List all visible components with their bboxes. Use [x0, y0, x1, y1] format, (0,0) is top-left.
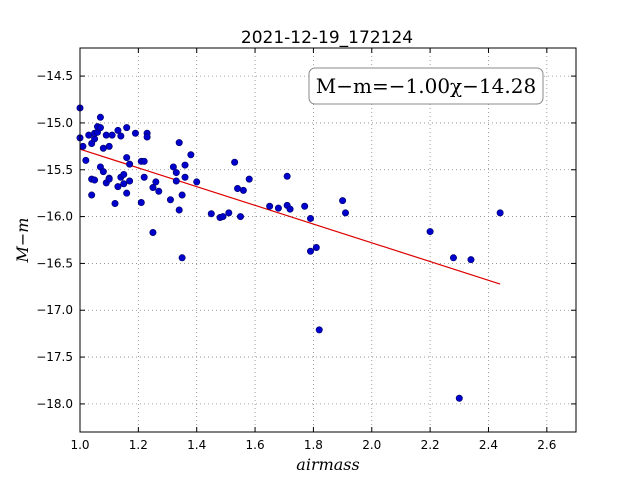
x-axis-label: airmass [296, 455, 359, 474]
data-point [152, 178, 160, 186]
y-tick-label: −15.5 [36, 163, 73, 177]
data-point [102, 131, 110, 139]
data-point [96, 113, 104, 121]
data-point [99, 168, 107, 176]
data-point [126, 177, 134, 185]
x-tick-label: 2.2 [421, 438, 440, 452]
ticks-layer: 1.0 1.2 1.4 1.6 1.8 2.0 2.2 2.4 2.6 −14.5 −15.0 −15… [36, 48, 576, 452]
y-tick-label: −15.0 [36, 116, 73, 130]
data-point [155, 187, 163, 195]
data-point [236, 213, 244, 221]
data-point [117, 132, 125, 140]
data-point [91, 176, 99, 184]
data-point [82, 156, 90, 164]
fit-line [79, 148, 501, 285]
x-tick-label: 2.6 [537, 438, 556, 452]
data-point [85, 131, 93, 139]
data-point [266, 202, 274, 210]
x-tick-label: 2.0 [362, 438, 381, 452]
data-point [467, 256, 475, 264]
data-point [178, 191, 186, 199]
data-point [455, 394, 463, 402]
data-point [105, 142, 113, 150]
data-point [181, 173, 189, 181]
data-point [306, 247, 314, 255]
data-point [123, 154, 131, 162]
data-point [114, 126, 122, 134]
data-point [181, 161, 189, 169]
data-point [231, 158, 239, 166]
data-point [140, 157, 148, 165]
data-point [306, 214, 314, 222]
x-tick-label: 2.4 [479, 438, 498, 452]
data-point [131, 129, 139, 137]
legend-text: M−m=−1.00χ−14.28 [316, 74, 536, 98]
data-point [149, 229, 157, 237]
data-point [99, 144, 107, 152]
data-point [172, 177, 180, 185]
data-point [496, 209, 504, 217]
data-point [88, 191, 96, 199]
points-layer [76, 104, 504, 402]
data-point [96, 124, 104, 132]
fit-line-layer [79, 148, 501, 285]
y-tick-label: −14.5 [36, 69, 73, 83]
data-point [169, 163, 177, 171]
data-point [114, 183, 122, 191]
data-point [239, 186, 247, 194]
data-point [339, 197, 347, 205]
data-point [426, 228, 434, 236]
data-point [286, 205, 294, 213]
data-point [342, 209, 350, 217]
data-point [166, 196, 174, 204]
x-tick-label: 1.2 [129, 438, 148, 452]
y-tick-label: −16.5 [36, 256, 73, 270]
y-axis-label: M−m [13, 218, 32, 264]
x-tick-label: 1.0 [70, 438, 89, 452]
data-point [123, 189, 131, 197]
y-tick-label: −16.0 [36, 210, 73, 224]
plot-frame [79, 47, 577, 433]
data-point [140, 173, 148, 181]
data-point [105, 175, 113, 183]
data-point [178, 254, 186, 262]
data-point [301, 202, 309, 210]
data-point [449, 254, 457, 262]
y-tick-label: −18.0 [36, 397, 73, 411]
data-point [234, 184, 242, 192]
data-point [120, 170, 128, 178]
data-point [219, 213, 227, 221]
data-point [315, 326, 323, 334]
x-tick-label: 1.4 [187, 438, 206, 452]
legend-frame [308, 67, 544, 105]
data-point [120, 180, 128, 188]
data-point [225, 209, 233, 217]
data-point [187, 151, 195, 159]
data-point [111, 199, 119, 207]
data-point [274, 204, 282, 212]
data-point [312, 243, 320, 251]
data-point [172, 169, 180, 177]
data-point [245, 175, 253, 183]
x-tick-label: 1.8 [304, 438, 323, 452]
data-point [175, 206, 183, 214]
chart-title: 2021-12-19_172124 [241, 28, 413, 48]
y-tick-label: −17.0 [36, 303, 73, 317]
data-point [108, 131, 116, 139]
data-point [79, 142, 87, 150]
data-point [149, 184, 157, 192]
data-point [175, 139, 183, 147]
data-point [193, 178, 201, 186]
y-tick-label: −17.5 [36, 350, 73, 364]
data-point [143, 133, 151, 141]
data-point [126, 160, 134, 168]
data-point [207, 210, 215, 218]
data-point [137, 199, 145, 207]
legend-box: M−m=−1.00χ−14.28 [308, 67, 544, 105]
x-tick-label: 1.6 [246, 438, 265, 452]
data-point [123, 124, 131, 132]
data-point [283, 172, 291, 180]
